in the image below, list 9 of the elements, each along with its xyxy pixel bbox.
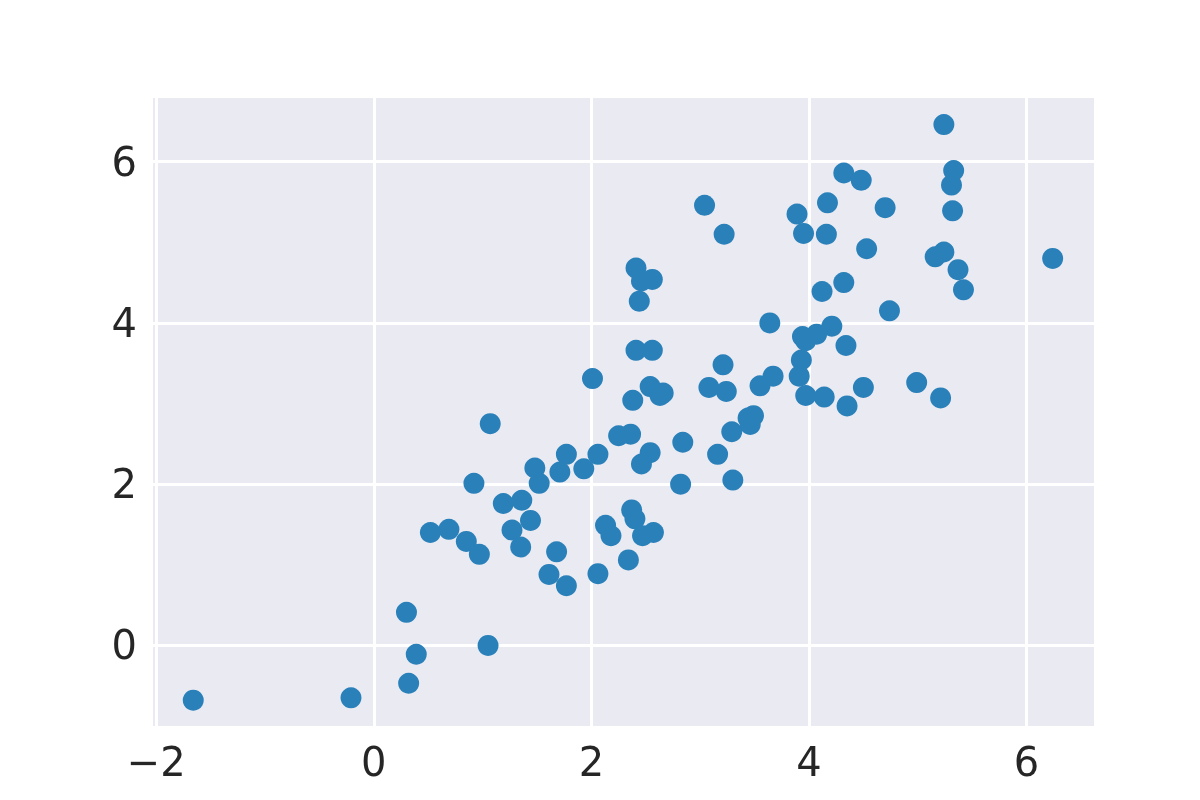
x-tick-label: 6 <box>1013 739 1040 785</box>
y-tick-label: 4 <box>111 299 137 346</box>
x-tick-label: 4 <box>796 739 822 785</box>
y-tick-label: 6 <box>111 138 137 185</box>
x-tick-label: 0 <box>361 739 387 785</box>
y-tick-label: 2 <box>111 461 137 508</box>
y-tick-label: 0 <box>111 622 137 669</box>
x-tick-label: −2 <box>126 739 186 785</box>
x-tick-label: 2 <box>578 739 605 785</box>
